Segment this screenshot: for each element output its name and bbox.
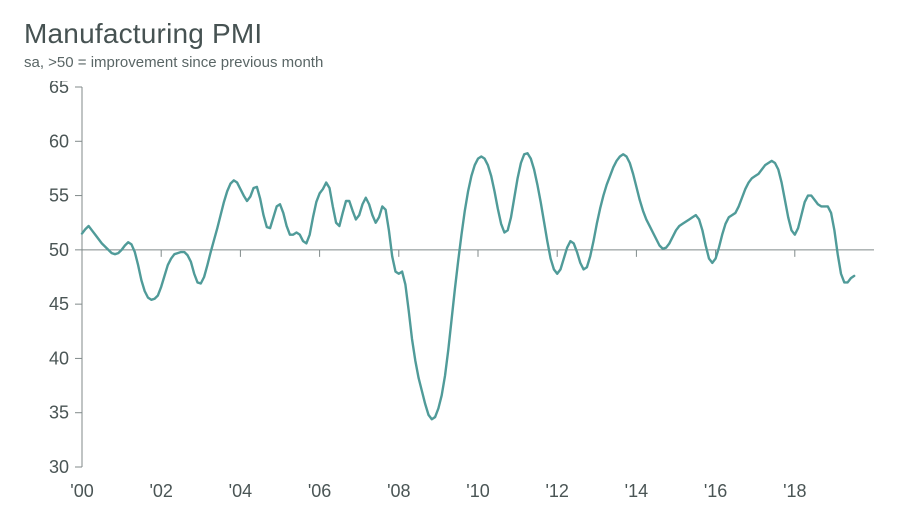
x-tick-label: '18 [783, 481, 806, 501]
x-tick-label: '04 [229, 481, 252, 501]
x-tick-label: '10 [466, 481, 489, 501]
y-tick-label: 55 [49, 186, 69, 206]
y-tick-label: 65 [49, 81, 69, 97]
x-tick-label: '12 [545, 481, 568, 501]
chart-area: 30 35 40 45 50 55 60 65 '00 '02 '04 '06 '08 '10 '12 '14… [24, 81, 876, 511]
y-tick-label: 40 [49, 348, 69, 368]
chart-title: Manufacturing PMI [24, 18, 876, 50]
x-tick-label: '08 [387, 481, 410, 501]
x-tick-label: '16 [704, 481, 727, 501]
y-tick-label: 45 [49, 294, 69, 314]
x-tick-label: '02 [149, 481, 172, 501]
y-tick-label: 35 [49, 403, 69, 423]
line-chart: 30 35 40 45 50 55 60 65 '00 '02 '04 '06 '08 '10 '12 '14… [24, 81, 876, 511]
x-tick-label: '00 [70, 481, 93, 501]
pmi-series-line [82, 153, 854, 419]
y-tick-label: 60 [49, 131, 69, 151]
y-tick-label: 30 [49, 457, 69, 477]
y-tick-label: 50 [49, 240, 69, 260]
x-tick-label: '06 [308, 481, 331, 501]
x-tick-label: '14 [625, 481, 648, 501]
chart-subtitle: sa, >50 = improvement since previous mon… [24, 54, 876, 71]
